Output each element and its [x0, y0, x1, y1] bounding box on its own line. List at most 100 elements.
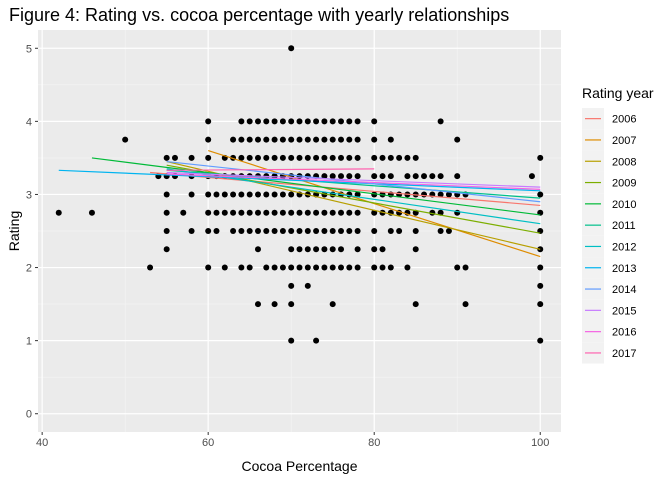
- data-point: [354, 209, 361, 216]
- data-point: [329, 228, 336, 234]
- data-point: [279, 264, 286, 271]
- data-point: [279, 118, 286, 125]
- data-point: [304, 209, 311, 216]
- data-point: [354, 228, 361, 234]
- data-point: [271, 264, 278, 271]
- data-point: [346, 264, 353, 271]
- data-point: [371, 228, 378, 234]
- data-point: [263, 154, 270, 161]
- data-point: [304, 118, 311, 125]
- data-point: [230, 191, 237, 198]
- data-point: [246, 118, 253, 125]
- data-point: [321, 136, 328, 143]
- data-point: [354, 191, 361, 198]
- data-points: [55, 45, 544, 344]
- x-axis: 40 60 80 100: [36, 432, 549, 449]
- data-point: [321, 228, 328, 234]
- data-point: [263, 228, 270, 234]
- data-point: [205, 154, 212, 161]
- trend-line-2015: [166, 171, 541, 188]
- data-point: [213, 209, 220, 216]
- data-point: [346, 228, 353, 234]
- data-point: [412, 154, 419, 161]
- data-point: [188, 154, 195, 161]
- data-point: [338, 246, 345, 253]
- data-point: [346, 173, 353, 180]
- trend-lines: [58, 150, 541, 258]
- data-point: [205, 264, 212, 271]
- data-point: [329, 301, 336, 308]
- legend-label-2015: 2015: [612, 305, 636, 317]
- data-point: [296, 246, 303, 253]
- trend-line-2016: [166, 173, 541, 190]
- data-point: [338, 228, 345, 234]
- data-point: [263, 209, 270, 216]
- data-point: [412, 173, 419, 180]
- data-point: [454, 173, 461, 180]
- data-point: [163, 191, 170, 198]
- y-tick-label: 2: [26, 263, 32, 275]
- data-point: [271, 118, 278, 125]
- data-point: [346, 136, 353, 143]
- data-point: [537, 264, 544, 271]
- legend-label-2010: 2010: [612, 199, 636, 211]
- data-point: [387, 136, 394, 143]
- y-axis-title: Rating: [6, 211, 22, 251]
- data-point: [371, 246, 378, 253]
- data-point: [329, 118, 336, 125]
- data-point: [404, 173, 411, 180]
- data-point: [279, 191, 286, 198]
- data-point: [230, 136, 237, 143]
- data-point: [371, 191, 378, 198]
- data-point: [296, 118, 303, 125]
- data-point: [354, 264, 361, 271]
- data-point: [238, 154, 245, 161]
- data-point: [421, 173, 428, 180]
- data-point: [296, 136, 303, 143]
- y-tick-label: 0: [26, 409, 32, 421]
- y-tick-label: 1: [26, 336, 32, 348]
- data-point: [254, 191, 261, 198]
- data-point: [246, 264, 253, 271]
- data-point: [313, 228, 320, 234]
- data-point: [205, 191, 212, 198]
- data-point: [271, 301, 278, 308]
- data-point: [188, 228, 195, 234]
- data-point: [454, 264, 461, 271]
- data-point: [304, 246, 311, 253]
- data-point: [246, 136, 253, 143]
- data-point: [371, 173, 378, 180]
- data-point: [338, 264, 345, 271]
- data-point: [304, 228, 311, 234]
- data-point: [122, 136, 129, 143]
- data-point: [346, 118, 353, 125]
- data-point: [254, 154, 261, 161]
- data-point: [412, 246, 419, 253]
- data-point: [271, 228, 278, 234]
- y-tick-label: 3: [26, 189, 32, 201]
- data-point: [205, 209, 212, 216]
- data-point: [313, 246, 320, 253]
- data-point: [379, 173, 386, 180]
- data-point: [271, 154, 278, 161]
- data-point: [437, 173, 444, 180]
- data-point: [387, 173, 394, 180]
- y-axis: 0 1 2 3 4 5: [26, 43, 38, 421]
- data-point: [296, 228, 303, 234]
- trend-line-2017: [166, 168, 375, 171]
- x-tick-label: 60: [202, 437, 214, 449]
- data-point: [288, 136, 295, 143]
- data-point: [271, 136, 278, 143]
- data-point: [396, 154, 403, 161]
- data-point: [221, 264, 228, 271]
- y-tick-label: 5: [26, 43, 32, 55]
- data-point: [329, 154, 336, 161]
- data-point: [288, 118, 295, 125]
- data-point: [338, 209, 345, 216]
- data-point: [371, 136, 378, 143]
- data-point: [254, 118, 261, 125]
- data-point: [329, 173, 336, 180]
- data-point: [288, 246, 295, 253]
- data-point: [279, 209, 286, 216]
- data-point: [288, 282, 295, 289]
